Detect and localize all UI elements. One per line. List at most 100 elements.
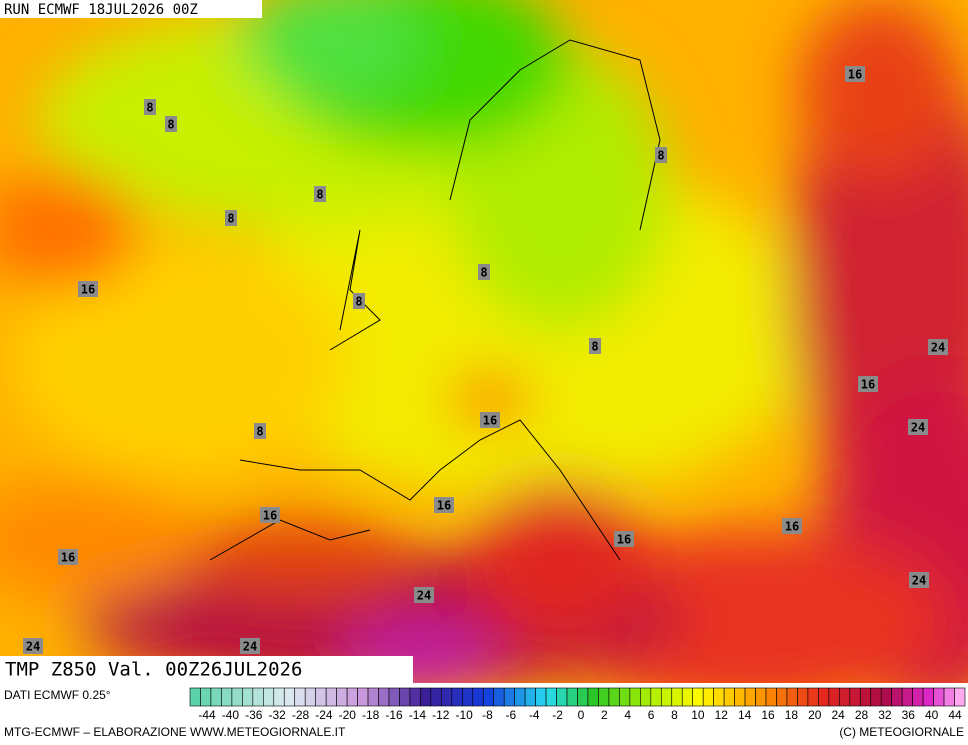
contour-label: 16: [263, 509, 277, 523]
colorbar-swatch: [441, 687, 453, 707]
colorbar-swatch: [357, 687, 369, 707]
contour-label: 16: [617, 533, 631, 547]
colorbar-swatch: [503, 687, 515, 707]
contour-label-box: [314, 186, 326, 202]
contour-label: 24: [26, 640, 40, 654]
colorbar-tick-label: 8: [671, 708, 678, 722]
colorbar-swatch: [587, 687, 599, 707]
colorbar-swatch: [765, 687, 777, 707]
contour-label: 24: [931, 341, 945, 355]
contour-label-box: [909, 572, 929, 588]
contour-label-box: [254, 423, 266, 439]
colorbar-tick-label: 10: [691, 708, 705, 722]
contour-label-box: [614, 531, 634, 547]
contour-label: 16: [437, 499, 451, 513]
colorbar-tick-label: -14: [409, 708, 427, 722]
colorbar-swatch: [608, 687, 620, 707]
colorbar-swatch: [304, 687, 316, 707]
contour-label: 8: [256, 425, 263, 439]
colorbar-swatch: [221, 687, 233, 707]
colorbar-swatch: [556, 687, 568, 707]
contour-label: 16: [61, 551, 75, 565]
colorbar-swatch: [388, 687, 400, 707]
contour-label: 8: [146, 101, 153, 115]
colorbar-tick-label: 6: [648, 708, 655, 722]
colorbar-tick-label: -32: [268, 708, 286, 722]
contour-label-box: [478, 264, 490, 280]
colorbar-swatch: [828, 687, 840, 707]
colorbar-swatch: [650, 687, 662, 707]
colorbar-tick-label: 36: [902, 708, 916, 722]
colorbar-swatch: [681, 687, 694, 707]
contour-label-box: [655, 147, 667, 163]
colorbar-swatch: [189, 687, 201, 707]
colorbar-swatch: [859, 687, 872, 707]
colorbar-swatch: [524, 687, 536, 707]
colorbar-tick-label: -16: [385, 708, 403, 722]
colorbar-swatch: [713, 687, 725, 707]
contour-label-box: [845, 66, 865, 82]
colorbar-swatch: [420, 687, 432, 707]
colorbar-tick-label: 12: [715, 708, 729, 722]
colorbar-swatch: [210, 687, 222, 707]
colorbar-swatch: [755, 687, 767, 707]
contour-label-box: [782, 518, 802, 534]
contour-label-box: [434, 497, 454, 513]
contour-label: 24: [911, 421, 925, 435]
colorbar-swatch: [263, 687, 275, 707]
colorbar-swatch: [640, 687, 652, 707]
run-box: [0, 0, 262, 18]
contour-label: 16: [861, 378, 875, 392]
colorbar-swatch: [797, 687, 809, 707]
contour-label-box: [260, 507, 280, 523]
colorbar-tick-label: -20: [339, 708, 357, 722]
colorbar-tick-label: -18: [362, 708, 380, 722]
run-label: RUN ECMWF 18JUL2026 00Z: [4, 2, 198, 18]
contour-label: 8: [591, 340, 598, 354]
colorbar-swatch: [619, 687, 631, 707]
contour-label: 24: [417, 589, 431, 603]
colorbar-tick-label: 2: [601, 708, 608, 722]
colorbar-swatch: [922, 687, 934, 707]
contour-label: 16: [81, 283, 95, 297]
colorbar-swatch: [702, 687, 714, 707]
colorbar-swatch: [535, 687, 547, 707]
colorbar-swatch: [472, 687, 484, 707]
title-box: [0, 656, 413, 683]
colorbar-swatch: [200, 687, 212, 707]
colorbar: -44 -40 -36 -32 -28 -24 -20 -18 -16 -14 -12 -10 -8 -6…: [189, 687, 966, 722]
coastlines: [209, 39, 661, 561]
colorbar-tick-label: -2: [552, 708, 563, 722]
colorbar-tick-label: -8: [482, 708, 493, 722]
contour-label: 8: [480, 266, 487, 280]
contour-label: 24: [912, 574, 926, 588]
colorbar-swatch: [912, 687, 924, 707]
colorbar-tick-label: 0: [578, 708, 585, 722]
contour-label-box: [858, 376, 878, 392]
colorbar-tick-label: -4: [529, 708, 540, 722]
colorbar-swatch: [776, 687, 788, 707]
contour-label-box: [908, 419, 928, 435]
colorbar-swatch: [671, 687, 683, 707]
contour-label: 8: [227, 212, 234, 226]
temperature-map: [0, 0, 968, 683]
colorbar-tick-label: 20: [808, 708, 822, 722]
colorbar-swatch: [933, 687, 945, 707]
colorbar-tick-label: -10: [455, 708, 473, 722]
colorbar-swatch: [346, 687, 358, 707]
colorbar-swatch: [482, 687, 495, 707]
contour-label-box: [353, 293, 365, 309]
colorbar-tick-label: 40: [925, 708, 939, 722]
colorbar-swatch: [660, 687, 673, 707]
contour-label-box: [928, 339, 948, 355]
map-title: TMP Z850 Val. 00Z26JUL2026: [5, 659, 302, 681]
colorbar-swatch: [598, 687, 610, 707]
colorbar-swatch: [818, 687, 830, 707]
contour-label: 16: [785, 520, 799, 534]
contour-label: 16: [483, 414, 497, 428]
colorbar-swatch: [451, 687, 463, 707]
colorbar-swatch: [231, 687, 243, 707]
contour-label: 8: [167, 118, 174, 132]
colorbar-swatch: [849, 687, 861, 707]
colorbar-swatch: [545, 687, 557, 707]
